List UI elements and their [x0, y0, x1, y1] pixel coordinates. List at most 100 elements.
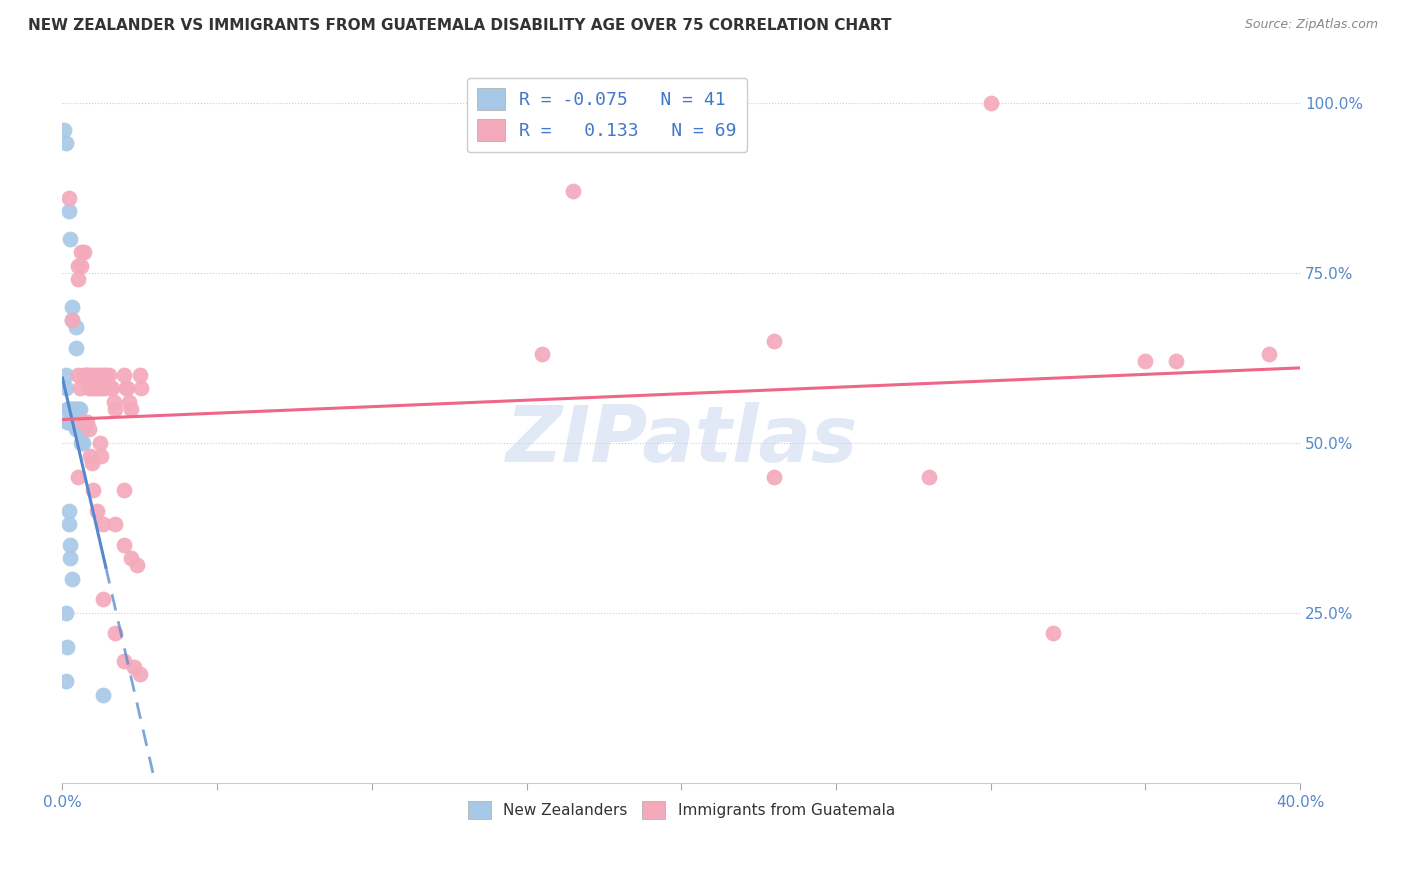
Point: [60, 300, 83, 314]
Point: [120, 401, 142, 416]
Point: [86, 504, 108, 518]
Point: [59, 538, 82, 552]
Point: [63, 401, 86, 416]
Point: [60, 401, 83, 416]
Point: [91, 517, 114, 532]
Point: [70, 422, 93, 436]
Point: [66, 272, 89, 286]
Point: [87, 381, 110, 395]
Point: [120, 551, 142, 566]
Point: [73, 368, 96, 382]
Point: [118, 395, 141, 409]
Point: [103, 395, 125, 409]
Point: [56, 416, 79, 430]
Point: [1258, 347, 1281, 361]
Point: [58, 517, 80, 532]
Point: [763, 470, 786, 484]
Point: [56, 401, 79, 416]
Point: [76, 416, 98, 430]
Point: [101, 381, 124, 395]
Point: [97, 368, 120, 382]
Point: [65, 401, 87, 416]
Text: NEW ZEALANDER VS IMMIGRANTS FROM GUATEMALA DISABILITY AGE OVER 75 CORRELATION CH: NEW ZEALANDER VS IMMIGRANTS FROM GUATEMA…: [28, 18, 891, 33]
Point: [918, 470, 941, 484]
Point: [100, 381, 122, 395]
Point: [117, 381, 139, 395]
Point: [59, 232, 82, 246]
Point: [82, 483, 104, 498]
Point: [60, 313, 83, 327]
Point: [66, 259, 89, 273]
Point: [53, 122, 76, 136]
Point: [94, 368, 117, 382]
Point: [89, 368, 111, 382]
Point: [763, 334, 786, 348]
Point: [60, 416, 83, 430]
Point: [66, 368, 89, 382]
Point: [91, 688, 114, 702]
Text: ZIPatlas: ZIPatlas: [505, 402, 858, 478]
Point: [112, 654, 135, 668]
Point: [70, 435, 93, 450]
Point: [73, 416, 96, 430]
Point: [65, 341, 87, 355]
Point: [59, 401, 82, 416]
Point: [84, 381, 107, 395]
Point: [104, 517, 127, 532]
Point: [79, 368, 101, 382]
Point: [77, 422, 100, 436]
Point: [112, 538, 135, 552]
Point: [1042, 626, 1064, 640]
Point: [115, 381, 138, 395]
Point: [58, 401, 80, 416]
Point: [90, 381, 112, 395]
Point: [69, 381, 91, 395]
Point: [55, 606, 77, 620]
Point: [112, 483, 135, 498]
Point: [76, 368, 98, 382]
Point: [72, 435, 94, 450]
Point: [86, 368, 108, 382]
Point: [65, 422, 87, 436]
Point: [980, 95, 1002, 110]
Point: [72, 416, 94, 430]
Point: [55, 368, 77, 382]
Point: [72, 422, 94, 436]
Point: [82, 368, 104, 382]
Point: [58, 504, 80, 518]
Point: [79, 450, 101, 464]
Point: [531, 347, 554, 361]
Point: [1135, 354, 1157, 368]
Point: [66, 470, 89, 484]
Point: [131, 381, 153, 395]
Point: [1166, 354, 1188, 368]
Point: [104, 401, 127, 416]
Point: [55, 136, 77, 151]
Point: [55, 673, 77, 688]
Point: [112, 368, 135, 382]
Point: [62, 401, 84, 416]
Point: [93, 381, 115, 395]
Point: [56, 640, 79, 654]
Legend: New Zealanders, Immigrants from Guatemala: New Zealanders, Immigrants from Guatemal…: [461, 795, 901, 825]
Point: [60, 313, 83, 327]
Point: [70, 245, 93, 260]
Point: [70, 259, 93, 273]
Point: [91, 368, 114, 382]
Point: [91, 592, 114, 607]
Point: [66, 401, 89, 416]
Point: [63, 416, 86, 430]
Point: [66, 422, 89, 436]
Point: [65, 320, 87, 334]
Point: [90, 450, 112, 464]
Point: [122, 660, 145, 674]
Point: [89, 435, 111, 450]
Point: [60, 572, 83, 586]
Point: [59, 551, 82, 566]
Point: [125, 558, 148, 573]
Point: [73, 245, 96, 260]
Point: [75, 368, 97, 382]
Point: [58, 416, 80, 430]
Point: [69, 422, 91, 436]
Point: [77, 381, 100, 395]
